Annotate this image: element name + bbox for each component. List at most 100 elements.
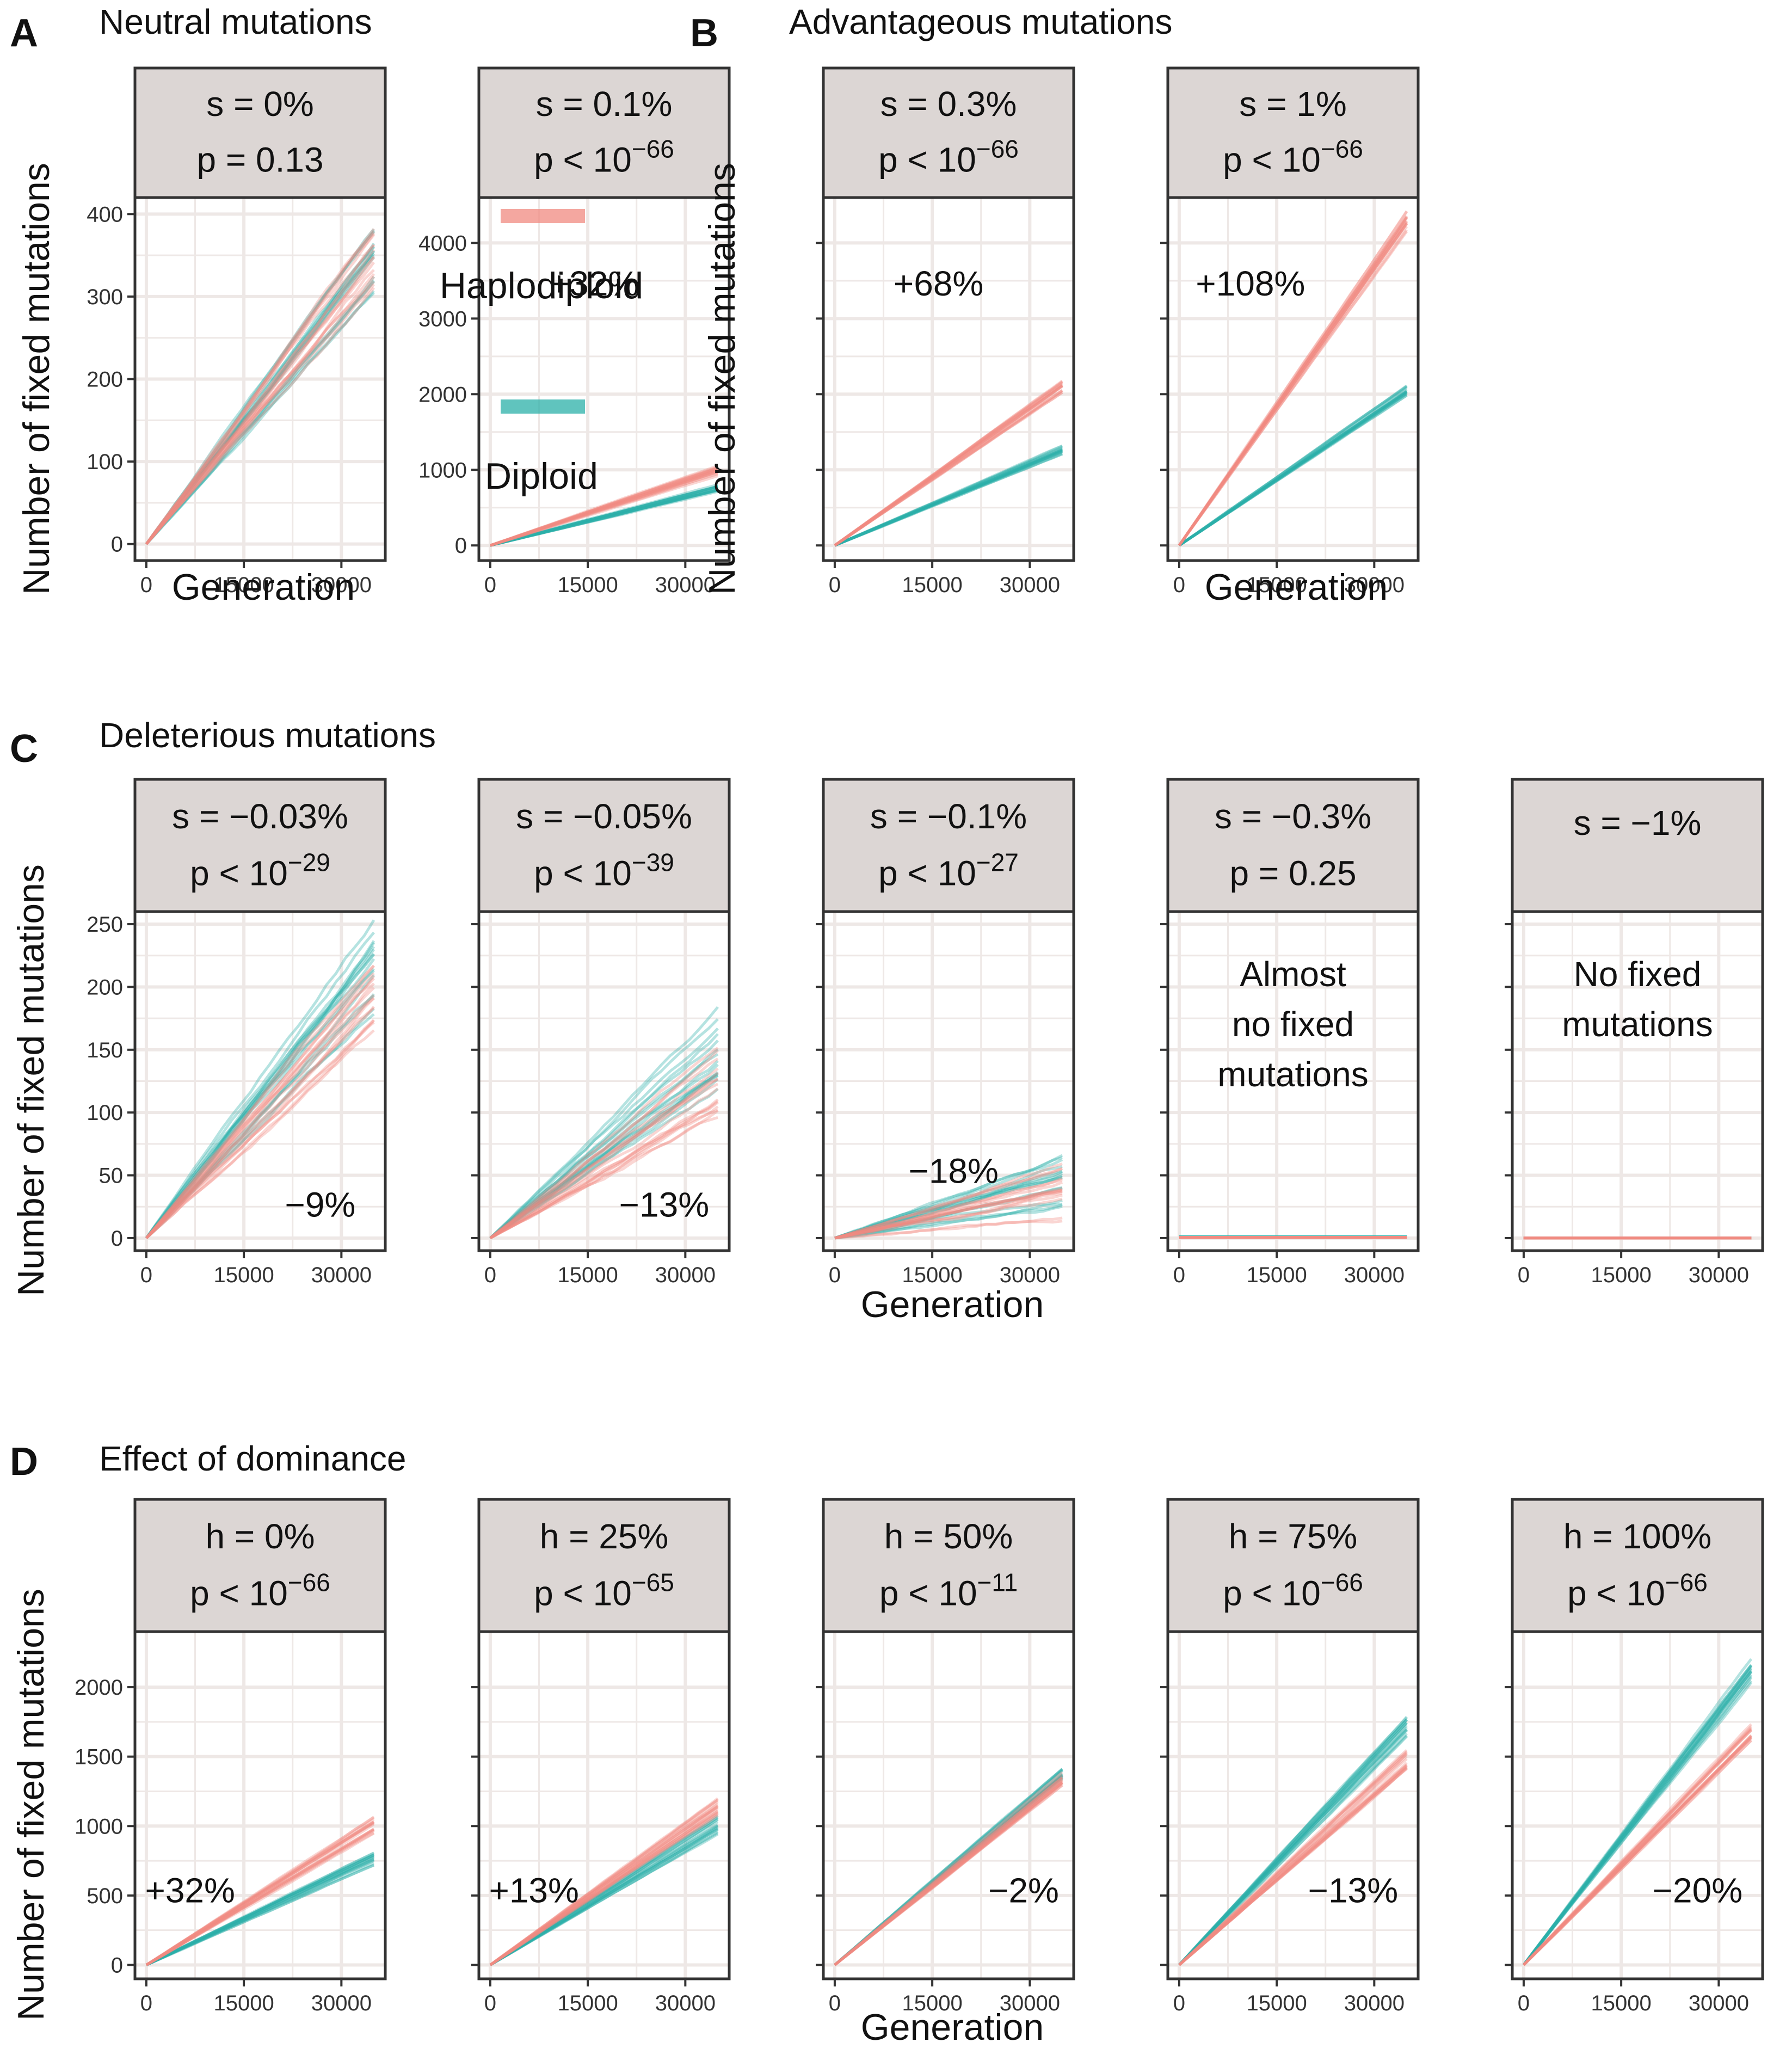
y-tick-label: 200	[87, 368, 123, 392]
annotation-line: −13%	[619, 1185, 709, 1225]
strip-lead-label: s = 0%	[206, 84, 313, 124]
replicate-line-haplodiploid	[490, 470, 718, 547]
replicate-line-diploid	[1178, 1719, 1408, 1966]
replicate-line-diploid	[1178, 390, 1408, 547]
p-value-text: p < 10	[534, 1573, 632, 1613]
replicate-line-diploid	[145, 942, 375, 1239]
strip-lead-label: s = −0.3%	[1215, 797, 1371, 836]
replicate-line-diploid	[834, 446, 1063, 547]
replicate-line-diploid	[1178, 1715, 1408, 1966]
replicate-line-diploid	[1178, 1729, 1408, 1966]
replicate-line-haplodiploid	[145, 1021, 375, 1239]
y-tick-label: 400	[87, 202, 123, 226]
replicate-line-diploid	[489, 1826, 719, 1966]
replicate-line-diploid	[489, 1071, 719, 1239]
replicate-line-diploid	[834, 448, 1063, 547]
replicate-line-diploid	[834, 1774, 1063, 1966]
y-tick-label: 2000	[418, 383, 467, 407]
annotation-line: −13%	[1308, 1871, 1398, 1910]
replicate-line-haplodiploid	[1523, 1736, 1752, 1966]
replicate-line-haplodiploid	[834, 1782, 1063, 1966]
replicate-line-diploid	[489, 1816, 719, 1966]
replicate-line-haplodiploid	[1523, 1739, 1752, 1966]
replicate-line-haplodiploid	[1523, 1727, 1752, 1966]
replicate-line-diploid	[1522, 1681, 1753, 1966]
panel-title: Deleterious mutations	[99, 716, 436, 755]
y-tick-label: 2000	[75, 1676, 123, 1700]
replicate-line-haplodiploid	[489, 1800, 719, 1966]
replicate-line-haplodiploid	[834, 1779, 1063, 1966]
replicate-line-haplodiploid	[145, 994, 375, 1239]
replicate-line-diploid	[1178, 390, 1408, 547]
replicate-line-haplodiploid	[834, 1784, 1063, 1966]
x-tick-label: 0	[829, 573, 841, 597]
replicate-line-haplodiploid	[1178, 217, 1408, 546]
replicate-line-haplodiploid	[489, 1067, 719, 1239]
replicate-line-diploid	[834, 1158, 1063, 1240]
p-value-text: p = 0.25	[1229, 853, 1356, 893]
replicate-line-diploid	[145, 994, 375, 1239]
replicate-line-diploid	[489, 1832, 719, 1966]
replicate-line-haplodiploid	[834, 1189, 1063, 1240]
replicate-line-diploid	[834, 452, 1063, 547]
replicate-line-diploid	[1522, 1680, 1753, 1966]
replicate-line-diploid	[834, 448, 1063, 547]
replicate-line-diploid	[1178, 388, 1408, 547]
annotation-line: No fixed	[1574, 955, 1702, 994]
effect-annotation: +108%	[1196, 264, 1305, 303]
replicate-line-haplodiploid	[490, 466, 718, 547]
replicate-line-haplodiploid	[1178, 229, 1408, 546]
chart-panel: h = 25% p < 10−65 0 15000 30000 +13%	[471, 1498, 731, 2015]
strip-p-label: p < 10−66	[1567, 1568, 1708, 1613]
y-axis-title: Number of fixed mutations	[701, 163, 743, 595]
p-value-exponent: −66	[1321, 134, 1363, 163]
plot-border	[133, 1630, 387, 1980]
replicate-line-haplodiploid	[489, 1098, 719, 1240]
strip-p-label: p < 10−39	[534, 848, 674, 893]
replicate-line-diploid	[834, 1170, 1063, 1240]
replicate-line-diploid	[145, 256, 375, 545]
p-value-exponent: −66	[288, 1568, 330, 1596]
replicate-line-diploid	[834, 1773, 1063, 1966]
p-value-text: p < 10	[190, 1573, 288, 1613]
chart-panel: s = −0.1% p < 10−27 0 15000 30000 −18%	[816, 778, 1075, 1287]
replicate-line-diploid	[834, 1776, 1063, 1966]
replicate-line-diploid	[489, 1072, 719, 1239]
replicate-line-diploid	[489, 1072, 719, 1239]
replicate-line-haplodiploid	[489, 1078, 719, 1239]
replicate-line-haplodiploid	[490, 467, 718, 547]
y-tick-label: 0	[111, 1227, 123, 1251]
x-tick-label: 15000	[558, 573, 618, 597]
replicate-line-haplodiploid	[834, 1782, 1063, 1966]
replicate-line-diploid	[834, 1777, 1063, 1966]
replicate-line-haplodiploid	[489, 1810, 719, 1966]
panel-title: Effect of dominance	[99, 1439, 407, 1478]
replicate-line-haplodiploid	[489, 1804, 719, 1966]
replicate-line-diploid	[145, 1854, 375, 1966]
replicate-line-diploid	[489, 1033, 719, 1239]
replicate-line-diploid	[145, 1854, 375, 1966]
x-tick-label: 30000	[1344, 573, 1405, 597]
replicate-line-diploid	[145, 1863, 375, 1966]
replicate-line-haplodiploid	[834, 1781, 1063, 1966]
replicate-line-haplodiploid	[489, 1803, 719, 1966]
replicate-line-haplodiploid	[489, 1806, 719, 1966]
y-tick-label: 0	[111, 533, 123, 557]
replicate-line-haplodiploid	[489, 1797, 719, 1966]
facet-strip	[1166, 66, 1420, 199]
y-axis-title: Number of fixed mutations	[16, 163, 57, 595]
replicate-line-haplodiploid	[489, 1811, 719, 1966]
replicate-line-diploid	[145, 1858, 375, 1966]
replicate-line-haplodiploid	[834, 1192, 1063, 1240]
replicate-line-haplodiploid	[1523, 1729, 1752, 1966]
replicate-line-haplodiploid	[1523, 1734, 1752, 1966]
replicate-line-diploid	[1522, 1665, 1753, 1966]
replicate-line-diploid	[490, 488, 718, 547]
replicate-line-haplodiploid	[489, 1049, 719, 1239]
replicate-line-haplodiploid	[1178, 1767, 1408, 1966]
replicate-line-diploid	[145, 281, 375, 545]
replicate-line-haplodiploid	[489, 1087, 719, 1240]
replicate-line-diploid	[145, 1007, 375, 1239]
replicate-line-diploid	[1522, 1664, 1753, 1966]
